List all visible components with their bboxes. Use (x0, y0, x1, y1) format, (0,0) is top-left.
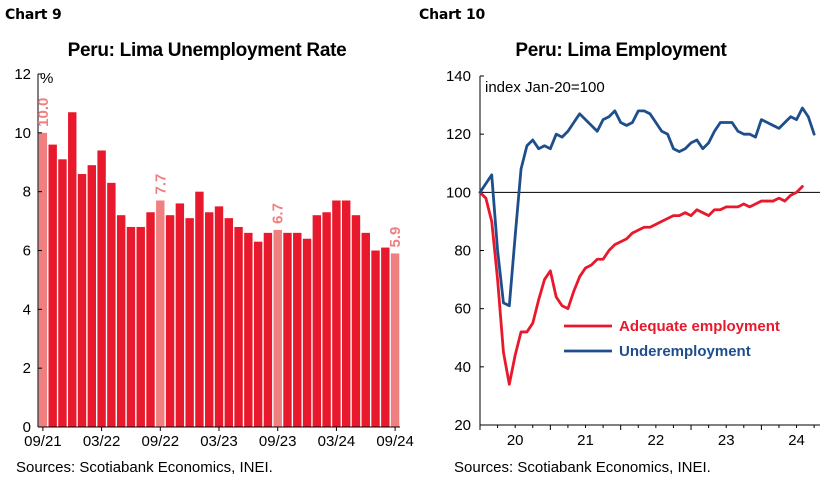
bar (322, 212, 331, 427)
legend-label: Adequate employment (619, 318, 780, 335)
y-tick-label: 10 (14, 125, 31, 142)
data-label: 7.7 (152, 174, 169, 195)
bar (381, 247, 390, 427)
bar (126, 226, 136, 427)
chart-9-label: Chart 9 (5, 7, 62, 23)
bar (156, 200, 165, 427)
x-tick-label: 09/22 (142, 433, 180, 450)
y-tick-label: 100 (446, 184, 471, 201)
x-tick-label: 21 (577, 432, 594, 449)
bar (48, 144, 57, 427)
x-tick-label: 23 (718, 432, 735, 449)
bar (332, 200, 341, 427)
bar (214, 206, 224, 428)
chart-9-title: Peru: Lima Unemployment Rate (67, 40, 347, 61)
data-label: 10.0 (35, 98, 52, 127)
bar (234, 226, 243, 427)
y-unit-label: % (40, 70, 53, 87)
chart-10-label: Chart 10 (419, 7, 486, 23)
y-tick-label: 2 (23, 360, 31, 377)
bar (351, 215, 361, 427)
bar (341, 200, 351, 427)
bar (175, 203, 185, 427)
chart-10-panel: Chart 10 Peru: Lima Employment 20 40 60 80 1… (414, 0, 828, 483)
bar (312, 215, 322, 427)
chart-9-panel: Chart 9 Peru: Lima Unemployment Rate 0 2 4… (5, 7, 414, 476)
y-tick-label: 6 (23, 243, 31, 260)
x-tick-label: 09/21 (24, 433, 62, 450)
x-tick-label: 03/22 (83, 433, 121, 450)
chart-9-source: Sources: Scotiabank Economics, INEI. (16, 459, 273, 476)
legend-label: Underemployment (619, 343, 751, 360)
bar (87, 165, 97, 427)
x-tick-label: 09/24 (376, 433, 414, 450)
bar (244, 232, 253, 427)
x-tick-label: 20 (507, 432, 524, 449)
bar (253, 241, 263, 427)
y-tick-label: 4 (23, 301, 31, 318)
unemployment-bar-chart: 0 2 4 6 8 10 12 % 09/21 03/22 09/22 03/23 09/23 03/24… (14, 66, 414, 450)
bar (185, 218, 194, 427)
bar (283, 232, 292, 427)
bar (97, 150, 106, 428)
bar (302, 238, 312, 427)
data-label: 6.7 (270, 203, 287, 224)
employment-line-chart: 20 40 60 80 100 120 140 20 21 22 23 24 index Jan-20=… (446, 68, 820, 449)
x-tick-label: 24 (788, 432, 805, 449)
y-tick-label: 20 (454, 417, 471, 434)
data-label: 5.9 (387, 227, 404, 248)
bar (58, 159, 67, 427)
index-annotation: index Jan-20=100 (485, 79, 605, 96)
x-tick-label: 09/23 (259, 433, 297, 450)
bar (273, 229, 282, 427)
y-tick-label: 120 (446, 126, 471, 143)
x-tick-label: 03/24 (318, 433, 356, 450)
bar (263, 232, 273, 427)
bar (38, 132, 48, 427)
bar (136, 226, 145, 427)
bar (390, 253, 400, 427)
bar (68, 112, 77, 428)
x-tick-label: 03/23 (200, 433, 238, 450)
bar (195, 191, 204, 427)
y-tick-label: 0 (23, 419, 31, 436)
bar (116, 215, 126, 427)
y-tick-label: 60 (454, 301, 471, 318)
y-tick-label: 8 (23, 184, 31, 201)
bar (146, 212, 155, 427)
bar (107, 182, 116, 427)
x-tick-label: 22 (648, 432, 665, 449)
bar (205, 212, 214, 427)
adequate-employment-line (478, 185, 804, 386)
chart-10-source: Sources: Scotiabank Economics, INEI. (454, 459, 711, 476)
underemployment-line (478, 106, 816, 308)
y-tick-label: 140 (446, 68, 471, 85)
bar (165, 215, 175, 427)
y-tick-label: 12 (14, 66, 31, 83)
bar (371, 250, 380, 427)
y-tick-label: 40 (454, 359, 471, 376)
chart-10-title: Peru: Lima Employment (515, 40, 727, 61)
bar (361, 232, 370, 427)
bar (224, 218, 233, 427)
bar (77, 174, 87, 427)
y-tick-label: 80 (454, 243, 471, 260)
bar (293, 232, 302, 427)
